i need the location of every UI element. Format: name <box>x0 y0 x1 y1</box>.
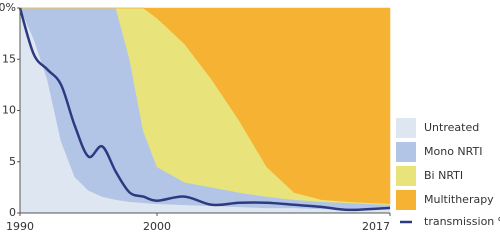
legend-label: Mono NRTI <box>424 145 482 158</box>
x-tick-label: 2017 <box>362 220 390 233</box>
legend-label: Untreated <box>424 121 479 134</box>
y-tick-label: 0 <box>9 206 16 219</box>
y-tick-label: 5 <box>9 155 16 168</box>
y-tick-label: 15 <box>2 52 16 65</box>
legend-swatch <box>396 190 416 210</box>
legend-label: Multitherapy <box>424 193 494 206</box>
area <box>20 7 391 205</box>
legend-swatch <box>396 142 416 162</box>
legend-label: Bi NRTI <box>424 169 463 182</box>
y-tick-label: 10 <box>2 104 16 117</box>
legend-swatch <box>396 118 416 138</box>
legend-swatch <box>396 166 416 186</box>
y-tick-label: 20% <box>0 1 16 14</box>
x-tick-label: 2000 <box>143 220 171 233</box>
legend-label: transmission % <box>424 215 500 228</box>
transmission-line <box>18 7 391 212</box>
chart: 0 5 10 15 20% 1990 2000 2017 Untreated Mono NRTI B… <box>0 1 500 233</box>
x-tick-label: 1990 <box>6 220 34 233</box>
